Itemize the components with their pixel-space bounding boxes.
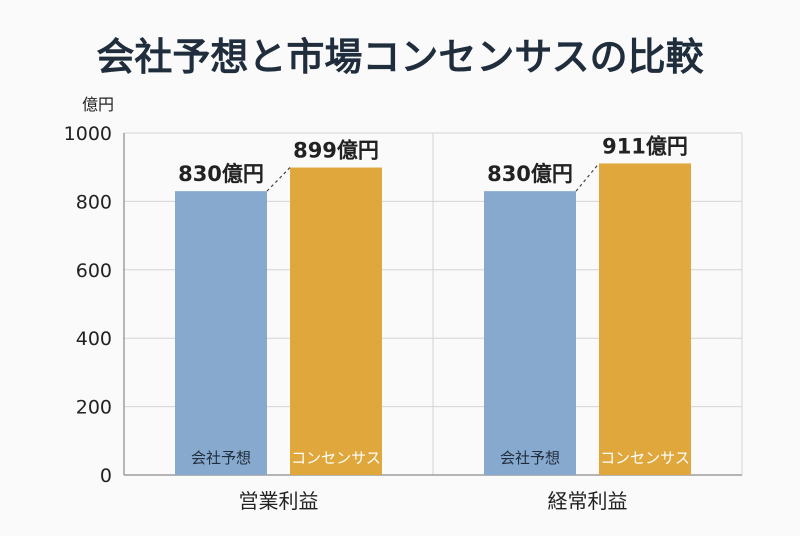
y-tick-label: 600 <box>76 260 112 282</box>
bar-company-forecast <box>175 191 267 475</box>
bar-consensus <box>599 163 691 476</box>
bar-value-label: 911億円 <box>602 134 688 158</box>
x-category-label: 営業利益 <box>239 489 319 513</box>
bar-series-label: 会社予想 <box>191 449 251 467</box>
y-tick-label: 200 <box>76 397 112 419</box>
chart-title: 会社予想と市場コンセンサスの比較 <box>96 35 704 79</box>
y-tick-label: 1000 <box>64 123 112 145</box>
bar-series-label: 会社予想 <box>500 449 560 467</box>
x-category-label: 経常利益 <box>548 489 628 513</box>
y-axis-unit-label: 億円 <box>82 95 114 114</box>
bar-series-label: コンセンサス <box>291 449 381 467</box>
bar-consensus <box>290 167 382 476</box>
bar-connector-dashed <box>266 167 291 192</box>
bar-series-label: コンセンサス <box>600 449 690 467</box>
bar-value-label: 899億円 <box>293 139 379 163</box>
y-tick-label: 0 <box>100 465 112 487</box>
y-tick-label: 400 <box>76 328 112 350</box>
bar-value-label: 830億円 <box>487 162 573 186</box>
bar-connector-dashed <box>575 163 600 192</box>
bar-value-label: 830億円 <box>178 162 264 186</box>
y-tick-label: 800 <box>76 191 112 213</box>
bar-company-forecast <box>484 191 576 475</box>
bars <box>175 163 691 476</box>
